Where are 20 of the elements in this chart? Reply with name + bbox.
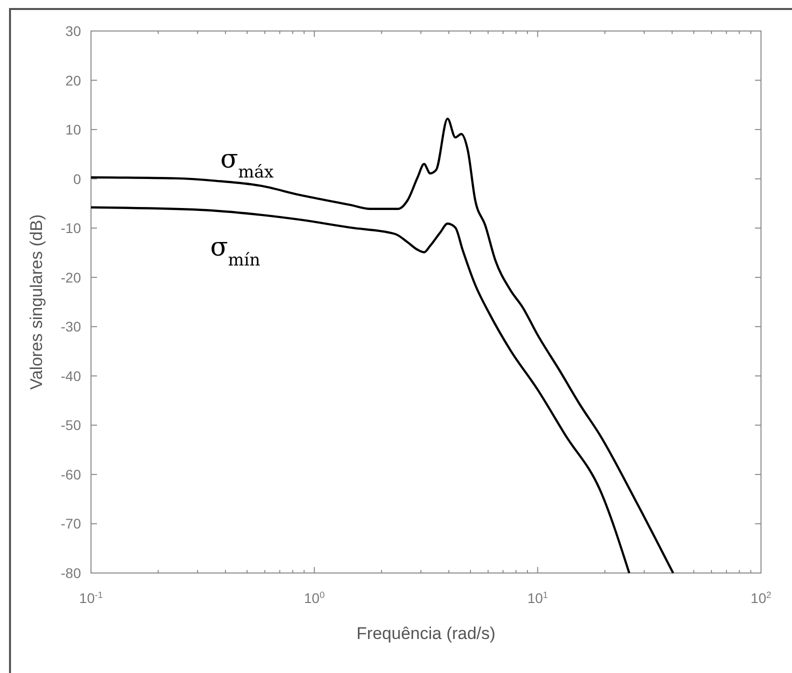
y-tick-label: -80 [60,565,82,581]
y-tick-label: -50 [60,417,82,434]
y-tick-label: -60 [60,466,82,482]
series-label: σ$_{mín}$ [210,232,260,270]
x-tick-label: 10$^{-1}$ [79,590,103,606]
y-tick-label: -20 [60,269,82,286]
x-tick-label: 10$^{1}$ [527,590,548,606]
y-tick-label: 10 [65,122,82,138]
y-tick-label: -40 [60,368,82,384]
y-tick-label: 20 [65,72,82,88]
y-tick-label: -10 [60,220,82,236]
x-tick-label: 10$^{2}$ [750,590,772,606]
series-label: σ$_{máx}$ [220,144,274,182]
y-tick-label: -70 [60,516,82,532]
y-axis-title: Valores singulares (dB) [27,214,46,390]
y-tick-label: 30 [65,23,82,39]
y-tick-label: 0 [73,170,82,187]
y-tick-label: -30 [60,318,82,335]
x-tick-label: 10$^{0}$ [304,590,325,606]
x-axis-title: Frequência (rad/s) [356,624,496,643]
